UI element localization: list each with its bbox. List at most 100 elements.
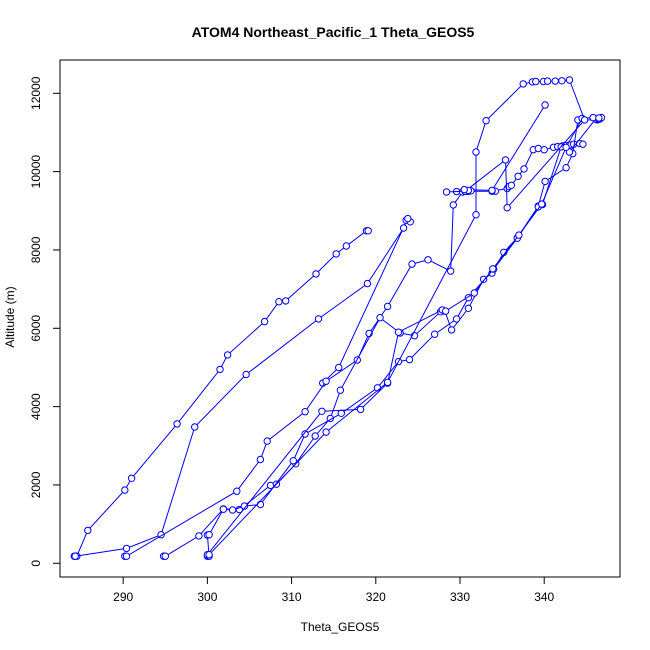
data-point: [515, 231, 523, 239]
data-point: [335, 363, 343, 372]
data-point: [161, 552, 170, 560]
chart-title: ATOM4 Northeast_Pacific_1 Theta_GEOS5: [192, 24, 475, 40]
data-point: [312, 270, 320, 278]
data-point: [541, 177, 549, 186]
data-point: [314, 315, 323, 323]
series-group: [121, 139, 587, 560]
data-point: [71, 552, 79, 560]
data-point: [595, 114, 603, 122]
x-tick-label: 290: [113, 590, 133, 604]
data-point: [337, 409, 345, 417]
y-axis: 0 2000 4000 6000 8000 10000 12000: [29, 76, 61, 567]
data-point: [256, 455, 265, 464]
data-point: [534, 144, 542, 153]
data-point: [507, 181, 516, 190]
data-point: [541, 101, 549, 109]
data-point: [356, 405, 365, 414]
series-group: [205, 76, 589, 559]
data-point: [464, 304, 473, 312]
data-point: [551, 77, 559, 85]
data-point: [127, 474, 136, 482]
data-point: [519, 80, 527, 88]
series-line: [208, 79, 586, 556]
data-point: [405, 355, 414, 364]
data-point: [501, 156, 510, 164]
data-point: [460, 185, 468, 194]
data-point: [538, 200, 546, 208]
data-point: [442, 188, 451, 196]
data-point: [472, 211, 480, 219]
data-point: [363, 279, 372, 288]
y-tick-label: 10000: [29, 155, 43, 189]
data-point: [84, 526, 92, 535]
data-point: [364, 227, 372, 235]
data-point: [173, 420, 181, 428]
data-point: [282, 297, 290, 305]
data-point: [205, 551, 213, 559]
series-line: [74, 230, 369, 557]
data-point: [447, 267, 455, 275]
x-axis-label: Theta_GEOS5: [301, 620, 380, 634]
data-point: [260, 317, 269, 326]
data-point: [223, 351, 232, 359]
data-point: [263, 437, 271, 445]
y-tick-label: 0: [29, 560, 43, 567]
data-point: [191, 423, 199, 431]
data-point: [322, 428, 330, 436]
data-point: [424, 256, 432, 264]
data-point: [431, 330, 439, 338]
data-point: [543, 77, 552, 85]
data-point: [408, 260, 416, 268]
data-point: [449, 201, 457, 209]
x-tick-label: 300: [197, 590, 217, 604]
data-point: [404, 214, 412, 223]
data-point: [452, 315, 461, 323]
y-tick-label: 4000: [29, 393, 43, 420]
data-point: [342, 242, 350, 250]
x-tick-label: 330: [450, 590, 470, 604]
data-point: [503, 204, 511, 212]
data-point: [562, 143, 570, 152]
data-point: [289, 457, 297, 465]
data-point: [532, 77, 540, 86]
data-point: [216, 365, 224, 374]
y-tick-label: 6000: [29, 315, 43, 342]
data-point: [322, 377, 330, 385]
y-tick-label: 8000: [29, 236, 43, 263]
data-point: [399, 224, 408, 232]
data-point: [470, 289, 478, 297]
data-point: [219, 505, 228, 513]
data-point: [540, 146, 548, 154]
data-point: [242, 370, 250, 379]
y-tick-label: 12000: [29, 76, 43, 110]
data-point: [520, 165, 528, 173]
data-point: [383, 302, 392, 311]
data-point: [228, 506, 237, 514]
data-point: [479, 275, 488, 283]
y-tick-label: 2000: [29, 471, 43, 498]
data-point: [256, 500, 265, 509]
data-point: [489, 265, 497, 273]
data-point: [301, 430, 309, 438]
series-layer: [70, 76, 606, 560]
data-point: [121, 486, 129, 494]
x-tick-label: 340: [534, 590, 554, 604]
data-point: [195, 532, 203, 540]
x-tick-label: 310: [282, 590, 302, 604]
data-point: [394, 328, 403, 336]
data-point: [122, 544, 131, 553]
data-point: [233, 487, 241, 495]
data-point: [472, 148, 480, 156]
data-point: [332, 250, 340, 258]
x-tick-label: 320: [366, 590, 386, 604]
series-line: [124, 142, 584, 557]
data-point: [514, 172, 522, 181]
data-point: [240, 502, 249, 510]
data-point: [376, 314, 384, 322]
data-point: [580, 116, 589, 124]
data-point: [318, 407, 326, 415]
data-point: [311, 432, 319, 440]
data-point: [488, 186, 496, 195]
series-line: [163, 118, 600, 557]
